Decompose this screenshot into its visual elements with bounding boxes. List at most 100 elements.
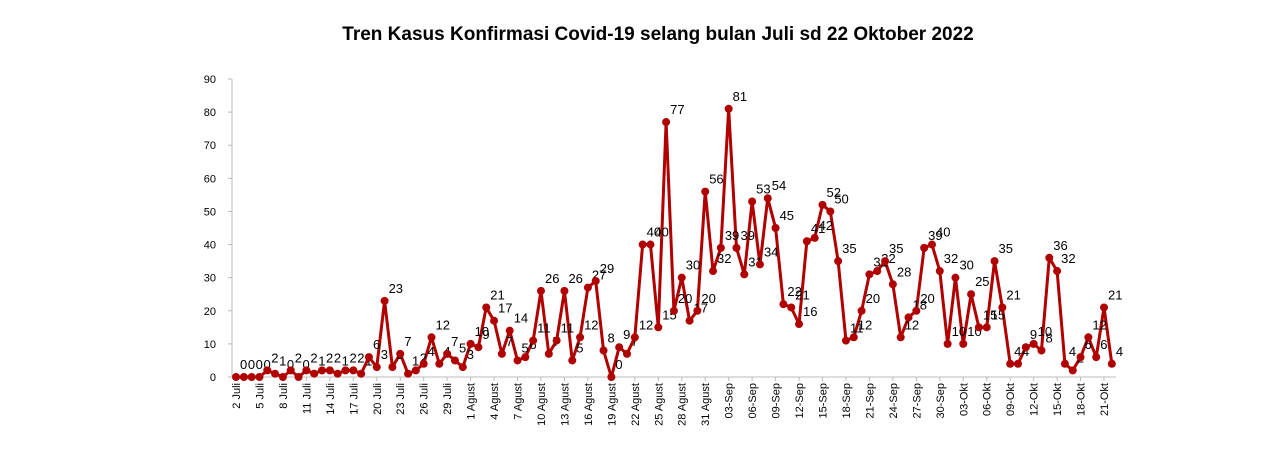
point (888, 280, 897, 289)
data-label: 1 (318, 354, 325, 369)
x-tick-label: 21-Sep (864, 383, 876, 418)
data-label: 1 (412, 354, 419, 369)
data-label: 35 (889, 241, 903, 256)
point (458, 363, 467, 372)
data-label: 29 (600, 261, 614, 276)
y-tick-label: 30 (204, 273, 216, 285)
point (583, 283, 592, 292)
chart-title: Tren Kasus Konfirmasi Covid-19 selang bu… (342, 24, 973, 45)
point (841, 336, 850, 345)
data-label: 26 (568, 271, 582, 286)
point (466, 339, 475, 348)
point (372, 363, 381, 372)
point (912, 306, 921, 315)
point (1053, 267, 1062, 276)
y-tick-label: 50 (204, 206, 216, 218)
point (1014, 359, 1022, 368)
x-tick-label: 17 Juli (348, 383, 360, 415)
point (505, 326, 514, 335)
point (904, 313, 913, 322)
data-label: 22 (787, 284, 801, 299)
data-label: 12 (584, 317, 598, 332)
data-label: 54 (772, 178, 786, 193)
data-label: 1 (279, 354, 286, 369)
x-tick-label: 7 Agust (513, 383, 525, 420)
data-label: 2 (326, 350, 333, 365)
point (802, 237, 811, 246)
data-label: 7 (506, 334, 513, 349)
point (513, 356, 522, 365)
data-label: 20 (920, 291, 934, 306)
point (693, 306, 702, 315)
data-label: 35 (842, 241, 856, 256)
x-tick-label: 26 Juli (419, 383, 431, 415)
x-tick-label: 25 Agust (653, 383, 665, 426)
x-tick-label: 4 Agust (489, 383, 501, 420)
point (474, 343, 483, 352)
point (333, 369, 342, 378)
data-label: 0 (240, 357, 247, 372)
point (349, 366, 358, 375)
data-label: 15 (983, 307, 997, 322)
data-label: 20 (701, 291, 715, 306)
data-label: 14 (514, 311, 528, 326)
point (685, 316, 694, 325)
data-label: 0 (263, 357, 270, 372)
data-label: 6 (529, 337, 536, 352)
x-tick-label: 30-Sep (935, 383, 947, 418)
data-label: 28 (897, 264, 911, 279)
data-label: 32 (717, 251, 731, 266)
data-label: 7 (451, 334, 458, 349)
x-tick-label: 19 Agust (606, 383, 618, 426)
point (810, 233, 819, 242)
y-tick-label: 60 (204, 173, 216, 185)
data-label: 12 (858, 317, 872, 332)
data-label: 7 (631, 334, 638, 349)
x-tick-label: 10 Agust (536, 383, 548, 426)
x-tick-label: 15-Okt (1052, 383, 1064, 416)
point (294, 373, 303, 381)
point (732, 243, 741, 252)
point (763, 194, 772, 203)
point (286, 366, 295, 375)
point (232, 373, 240, 381)
data-label: 7 (404, 334, 411, 349)
x-tick-label: 2 Juli (231, 383, 243, 409)
point (568, 356, 577, 365)
data-label: 11 (561, 321, 575, 336)
data-label: 1 (365, 354, 372, 369)
x-tick-label: 11 Juli (301, 383, 313, 414)
data-label: 45 (780, 208, 794, 223)
point (755, 260, 764, 269)
data-label: 21 (795, 287, 809, 302)
y-tick-label: 70 (204, 140, 216, 152)
point (795, 320, 804, 329)
x-tick-label: 24-Sep (888, 383, 900, 418)
x-tick-label: 8 Juli (278, 383, 290, 409)
data-label: 12 (639, 317, 653, 332)
point (943, 339, 952, 348)
x-tick-label: 09-Okt (1005, 383, 1017, 416)
point (982, 323, 991, 332)
point (380, 296, 389, 305)
point (404, 369, 413, 378)
data-label: 1 (342, 354, 349, 369)
point (654, 323, 663, 332)
point (834, 257, 843, 266)
point (419, 359, 428, 368)
point (927, 240, 936, 249)
point (1060, 359, 1069, 368)
data-label: 4 (1116, 344, 1123, 359)
data-label: 39 (928, 228, 942, 243)
point (881, 257, 890, 266)
data-label: 4 (1022, 344, 1029, 359)
point (677, 273, 686, 282)
data-label: 2 (349, 350, 356, 365)
point (669, 306, 678, 315)
data-label: 9 (623, 327, 630, 342)
data-label: 3 (467, 347, 474, 362)
data-label: 36 (1053, 238, 1067, 253)
point (818, 200, 827, 209)
point (1029, 339, 1038, 348)
x-tick-label: 12-Okt (1029, 383, 1041, 416)
